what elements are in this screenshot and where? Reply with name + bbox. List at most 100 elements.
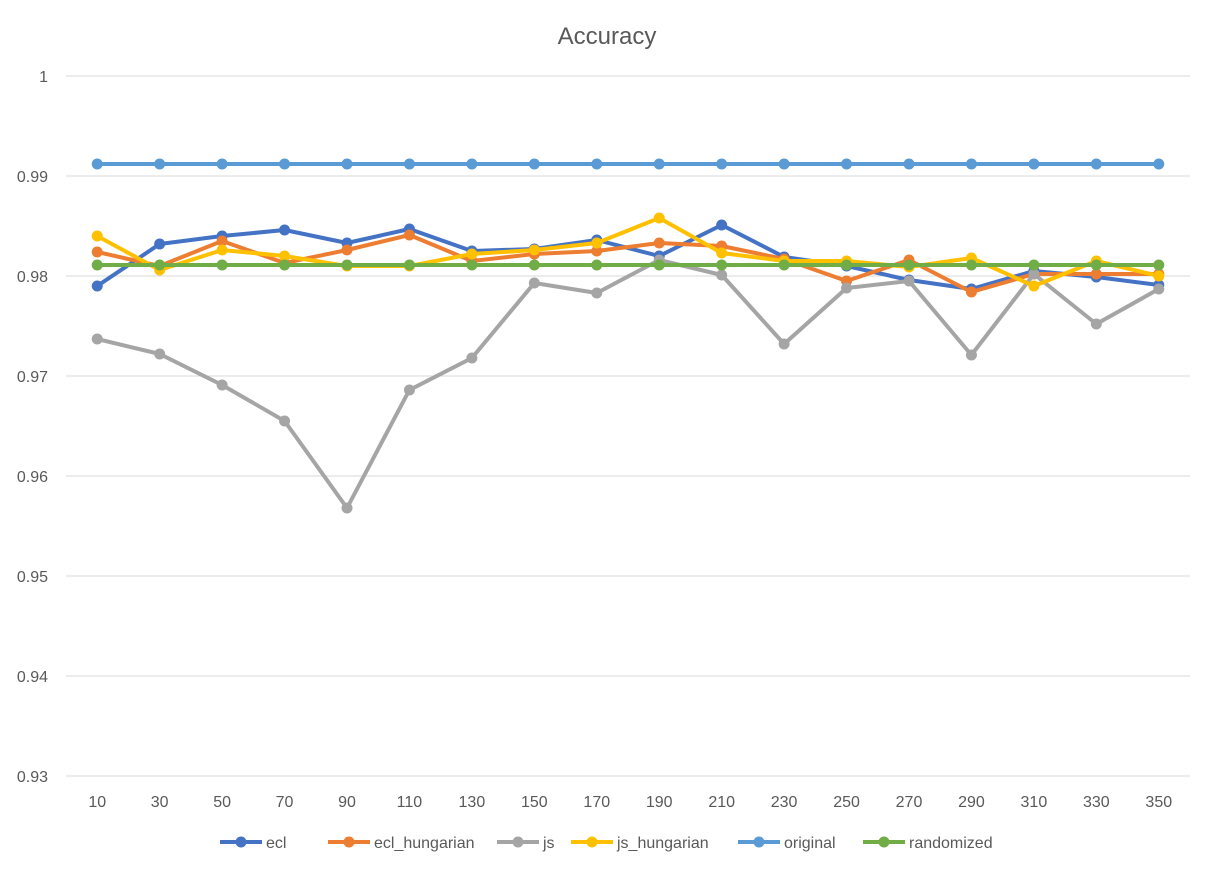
legend-swatch-marker (343, 836, 355, 848)
x-axis-tick-labels: 10 30 50 70 90 110 130 150 170 190 210 230 250 270 290… (88, 794, 1172, 811)
x-tick-label: 30 (151, 794, 169, 811)
series-js (91, 254, 1165, 514)
x-tick-label: 330 (1083, 794, 1110, 811)
data-point-original (903, 158, 915, 170)
data-point-js (841, 282, 853, 294)
x-tick-label: 70 (276, 794, 294, 811)
data-point-randomized (1153, 259, 1165, 271)
data-point-original (154, 158, 166, 170)
legend: ecl ecl_hungarian js js_hungarian original ra… (220, 835, 993, 852)
data-point-js (1028, 268, 1040, 280)
data-point-ecl-hungarian (965, 286, 977, 298)
data-point-original (341, 158, 353, 170)
legend-label: js_hungarian (616, 835, 709, 852)
x-tick-label: 310 (1021, 794, 1048, 811)
data-point-randomized (591, 259, 603, 271)
data-point-js-hungarian (1153, 270, 1165, 282)
data-point-js-hungarian (279, 250, 291, 262)
data-point-ecl-hungarian (1090, 268, 1102, 280)
data-point-randomized (528, 259, 540, 271)
legend-swatch-marker (586, 836, 598, 848)
data-point-js (1090, 318, 1102, 330)
data-point-ecl-hungarian (403, 229, 415, 241)
legend-label: original (784, 835, 836, 852)
data-point-randomized (903, 259, 915, 271)
x-tick-label: 110 (397, 794, 423, 811)
legend-swatch-marker (235, 836, 247, 848)
data-point-ecl-hungarian (341, 244, 353, 256)
data-point-randomized (216, 259, 228, 271)
data-point-js (341, 502, 353, 514)
data-point-js (154, 348, 166, 360)
data-point-randomized (91, 259, 103, 271)
data-point-js (778, 338, 790, 350)
gridlines (66, 75, 1190, 777)
y-tick-label: 0.93 (17, 769, 48, 786)
x-tick-label: 50 (213, 794, 231, 811)
data-point-randomized (841, 259, 853, 271)
legend-label: ecl (266, 835, 286, 852)
data-point-ecl-hungarian (216, 235, 228, 247)
y-tick-label: 1 (39, 69, 48, 86)
series-line-js (95, 258, 1161, 510)
data-point-ecl (91, 280, 103, 292)
data-point-js (965, 349, 977, 361)
data-point-original (403, 158, 415, 170)
data-point-original (716, 158, 728, 170)
legend-label: js (542, 835, 555, 852)
data-point-original (1153, 158, 1165, 170)
legend-entry-original: original (738, 835, 836, 852)
y-tick-label: 0.96 (17, 469, 48, 486)
data-point-original (91, 158, 103, 170)
y-tick-label: 0.99 (17, 169, 48, 186)
x-tick-label: 230 (771, 794, 798, 811)
data-point-js (591, 287, 603, 299)
data-point-original (841, 158, 853, 170)
legend-label: ecl_hungarian (374, 835, 475, 852)
data-point-js (716, 269, 728, 281)
legend-entry-js-hungarian: js_hungarian (571, 835, 709, 852)
x-tick-label: 10 (88, 794, 106, 811)
x-tick-label: 290 (958, 794, 985, 811)
data-point-js (91, 333, 103, 345)
data-point-randomized (653, 259, 665, 271)
data-point-original (591, 158, 603, 170)
data-point-original (653, 158, 665, 170)
series-line-js-hungarian (95, 216, 1161, 288)
data-point-randomized (1090, 259, 1102, 271)
data-point-original (1090, 158, 1102, 170)
series-original (91, 158, 1165, 170)
data-point-js-hungarian (91, 230, 103, 242)
legend-label: randomized (909, 835, 993, 852)
legend-swatch-marker (512, 836, 524, 848)
data-point-randomized (965, 259, 977, 271)
x-tick-label: 90 (338, 794, 356, 811)
x-tick-label: 270 (896, 794, 923, 811)
data-point-ecl (279, 224, 291, 236)
data-point-js (216, 379, 228, 391)
series-line-ecl (95, 223, 1161, 291)
data-point-ecl (716, 219, 728, 231)
data-point-js-hungarian (653, 212, 665, 224)
legend-swatch-marker (878, 836, 890, 848)
y-axis-tick-labels: 0.93 0.94 0.95 0.96 0.97 0.98 0.99 1 (17, 69, 48, 786)
data-point-original (528, 158, 540, 170)
data-point-js-hungarian (716, 247, 728, 259)
y-tick-label: 0.97 (17, 369, 48, 386)
data-point-js (466, 352, 478, 364)
data-point-randomized (1028, 259, 1040, 271)
data-point-randomized (778, 259, 790, 271)
legend-entry-ecl-hungarian: ecl_hungarian (328, 835, 475, 852)
data-point-randomized (154, 259, 166, 271)
data-point-js (528, 277, 540, 289)
legend-entry-ecl: ecl (220, 835, 286, 852)
data-point-ecl-hungarian (653, 237, 665, 249)
data-point-randomized (716, 259, 728, 271)
legend-entry-js: js (497, 835, 555, 852)
data-point-js (403, 384, 415, 396)
y-tick-label: 0.95 (17, 569, 48, 586)
data-point-original (466, 158, 478, 170)
data-point-js-hungarian (466, 248, 478, 260)
